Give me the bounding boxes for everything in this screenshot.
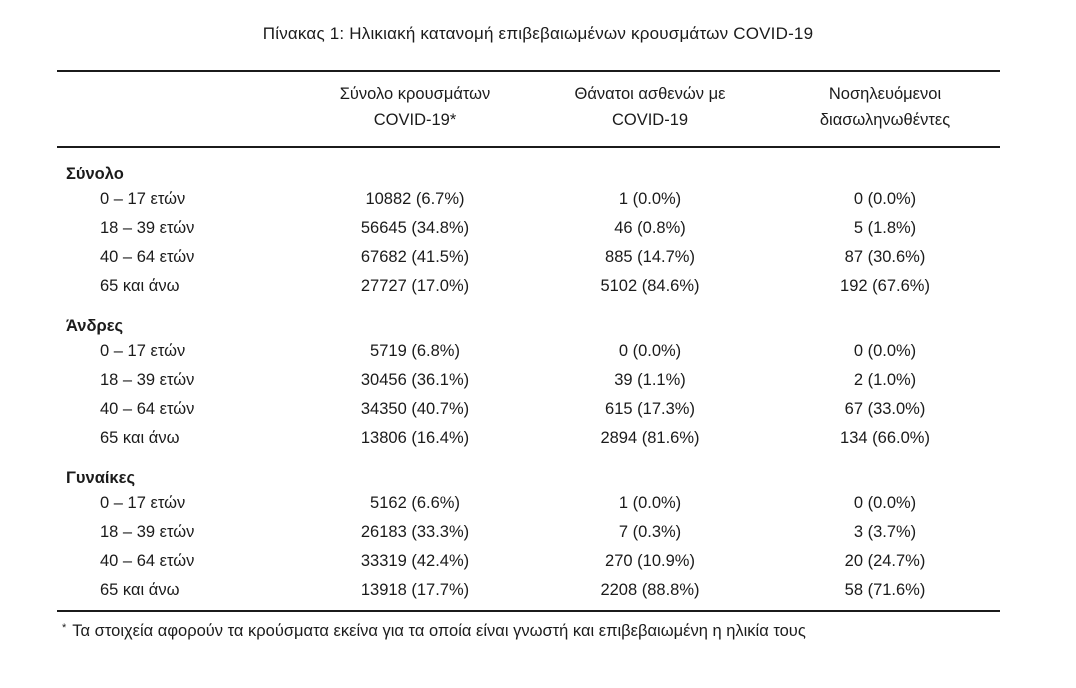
age-label: 18 – 39 ετών	[100, 218, 195, 237]
header-deaths-line1: Θάνατοι ασθενών με	[574, 85, 726, 103]
table-header-rule	[57, 146, 1000, 148]
table-row: 65 και άνω 13918 (17.7%) 2208 (88.8%) 58…	[57, 575, 1000, 604]
cases-value: 10882 (6.7%)	[365, 189, 465, 208]
intubated-value: 58 (71.6%)	[844, 580, 926, 599]
intubated-value: 5 (1.8%)	[853, 218, 917, 237]
intubated-value: 2 (1.0%)	[853, 370, 917, 389]
section-label-total: Σύνολο	[66, 165, 124, 183]
deaths-value: 0 (0.0%)	[618, 341, 682, 360]
table-row: 0 – 17 ετών 5162 (6.6%) 1 (0.0%) 0 (0.0%…	[57, 488, 1000, 517]
table-bottom-rule	[57, 610, 1000, 612]
intubated-value: 0 (0.0%)	[853, 189, 917, 208]
header-intubated: Νοσηλευόμενοι διασωληνωθέντες	[770, 81, 1000, 133]
intubated-value: 0 (0.0%)	[853, 341, 917, 360]
header-total-cases-line2: COVID-19*	[373, 111, 457, 129]
section-label-men: Άνδρες	[66, 317, 124, 335]
intubated-value: 87 (30.6%)	[844, 247, 926, 266]
deaths-value: 615 (17.3%)	[605, 399, 695, 418]
deaths-value: 1 (0.0%)	[618, 493, 682, 512]
intubated-value: 20 (24.7%)	[844, 551, 926, 570]
age-label: 65 και άνω	[100, 276, 180, 295]
deaths-value: 270 (10.9%)	[605, 551, 695, 570]
cases-value: 56645 (34.8%)	[360, 218, 470, 237]
age-label: 40 – 64 ετών	[100, 247, 195, 266]
age-label: 0 – 17 ετών	[100, 493, 186, 512]
cases-value: 5719 (6.8%)	[370, 341, 460, 360]
table-row: 0 – 17 ετών 5719 (6.8%) 0 (0.0%) 0 (0.0%…	[57, 336, 1000, 365]
table-row: 18 – 39 ετών 26183 (33.3%) 7 (0.3%) 3 (3…	[57, 517, 1000, 546]
table-row: 65 και άνω 27727 (17.0%) 5102 (84.6%) 19…	[57, 271, 1000, 300]
age-label: 40 – 64 ετών	[100, 551, 195, 570]
table-row: 40 – 64 ετών 67682 (41.5%) 885 (14.7%) 8…	[57, 242, 1000, 271]
cases-value: 67682 (41.5%)	[360, 247, 470, 266]
footnote: * Τα στοιχεία αφορούν τα κρούσματα εκείνα…	[62, 620, 1007, 642]
footnote-text: Τα στοιχεία αφορούν τα κρούσματα εκείνα …	[72, 622, 806, 640]
cases-value: 13918 (17.7%)	[360, 580, 470, 599]
table-row: 65 και άνω 13806 (16.4%) 2894 (81.6%) 13…	[57, 423, 1000, 452]
deaths-value: 2208 (88.8%)	[600, 580, 700, 599]
age-label: 18 – 39 ετών	[100, 522, 195, 541]
age-label: 65 και άνω	[100, 428, 180, 447]
cases-value: 30456 (36.1%)	[360, 370, 470, 389]
deaths-value: 7 (0.3%)	[618, 522, 682, 541]
table-row: 40 – 64 ετών 33319 (42.4%) 270 (10.9%) 2…	[57, 546, 1000, 575]
intubated-value: 3 (3.7%)	[853, 522, 917, 541]
age-label: 65 και άνω	[100, 580, 180, 599]
intubated-value: 0 (0.0%)	[853, 493, 917, 512]
header-intubated-line2: διασωληνωθέντες	[819, 111, 951, 129]
deaths-value: 46 (0.8%)	[614, 218, 686, 237]
intubated-value: 192 (67.6%)	[840, 276, 930, 295]
table-row: 40 – 64 ετών 34350 (40.7%) 615 (17.3%) 6…	[57, 394, 1000, 423]
deaths-value: 885 (14.7%)	[605, 247, 695, 266]
covid-age-table: Σύνολο κρουσμάτων COVID-19* Θάνατοι ασθε…	[57, 70, 1000, 612]
cases-value: 34350 (40.7%)	[360, 399, 470, 418]
table-row: 0 – 17 ετών 10882 (6.7%) 1 (0.0%) 0 (0.0…	[57, 184, 1000, 213]
cases-value: 5162 (6.6%)	[370, 493, 460, 512]
cases-value: 33319 (42.4%)	[360, 551, 470, 570]
table-top-rule	[57, 70, 1000, 72]
section-label-women: Γυναίκες	[66, 469, 136, 487]
age-label: 0 – 17 ετών	[100, 341, 186, 360]
cases-value: 27727 (17.0%)	[360, 276, 470, 295]
age-label: 40 – 64 ετών	[100, 399, 195, 418]
footnote-asterisk: *	[62, 622, 67, 634]
table-row: 18 – 39 ετών 56645 (34.8%) 46 (0.8%) 5 (…	[57, 213, 1000, 242]
cases-value: 13806 (16.4%)	[360, 428, 470, 447]
header-intubated-line1: Νοσηλευόμενοι	[828, 85, 942, 103]
table-row: 18 – 39 ετών 30456 (36.1%) 39 (1.1%) 2 (…	[57, 365, 1000, 394]
header-total-cases: Σύνολο κρουσμάτων COVID-19*	[300, 81, 530, 133]
cases-value: 26183 (33.3%)	[360, 522, 470, 541]
header-deaths: Θάνατοι ασθενών με COVID-19	[530, 81, 770, 133]
age-label: 18 – 39 ετών	[100, 370, 195, 389]
deaths-value: 1 (0.0%)	[618, 189, 682, 208]
intubated-value: 134 (66.0%)	[840, 428, 930, 447]
intubated-value: 67 (33.0%)	[844, 399, 926, 418]
deaths-value: 39 (1.1%)	[614, 370, 686, 389]
deaths-value: 2894 (81.6%)	[600, 428, 700, 447]
age-label: 0 – 17 ετών	[100, 189, 186, 208]
header-total-cases-line1: Σύνολο κρουσμάτων	[339, 85, 491, 103]
header-deaths-line2: COVID-19	[611, 111, 689, 129]
deaths-value: 5102 (84.6%)	[600, 276, 700, 295]
table-header-row: Σύνολο κρουσμάτων COVID-19* Θάνατοι ασθε…	[57, 72, 1000, 146]
page-title: Πίνακας 1: Ηλικιακή κατανομή επιβεβαιωμέ…	[262, 24, 814, 43]
